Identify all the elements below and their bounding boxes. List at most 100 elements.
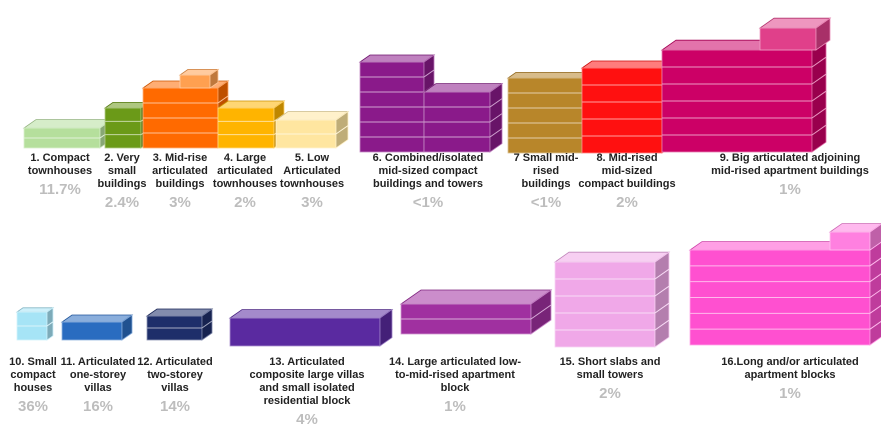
- floor-line: [654, 319, 670, 331]
- building-type: 12. Articulated two-storey villas 14%: [137, 356, 212, 415]
- floor-line: [869, 320, 881, 330]
- type-label: small: [107, 165, 137, 177]
- type-label: villas: [161, 382, 189, 394]
- type-label: 11. Articulated: [60, 356, 136, 368]
- building-front: [507, 77, 583, 154]
- floor-line: [811, 56, 827, 68]
- type-label: articulated: [217, 165, 273, 177]
- building-front: [581, 67, 663, 154]
- type-share: 1%: [779, 385, 801, 402]
- floor-line: [869, 257, 881, 267]
- type-label: buildings: [521, 178, 571, 190]
- floor-line: [811, 107, 827, 119]
- building: [141, 80, 230, 149]
- type-label: 6. Combined/isolated: [372, 152, 484, 164]
- floor-line: [811, 73, 827, 85]
- floor-line: [811, 124, 827, 136]
- type-label: 10. Small: [9, 356, 57, 368]
- building-front: [217, 107, 275, 149]
- building: [660, 39, 828, 153]
- type-label: townhouses: [27, 165, 93, 177]
- type-label: block: [440, 382, 470, 394]
- building-type: 8. Mid-rised mid-sized compact buildings 2%: [578, 152, 675, 211]
- building-top: [228, 309, 394, 319]
- building: [422, 82, 504, 153]
- building: [758, 17, 832, 51]
- type-share: <1%: [412, 194, 444, 211]
- type-label: 15. Short slabs and: [559, 356, 661, 368]
- type-label: two-storey: [147, 369, 203, 381]
- type-label: townhouses: [279, 178, 345, 190]
- type-label: residential block: [263, 395, 351, 407]
- building-top: [553, 251, 671, 263]
- building: [688, 241, 881, 346]
- building-type: 13. Articulated composite large villas and…: [250, 356, 365, 428]
- building-top: [422, 83, 504, 93]
- type-label: mid-sized compact: [378, 165, 478, 177]
- type-share: 2.4%: [104, 194, 140, 211]
- type-label: one-storey: [69, 369, 127, 381]
- building-type: 3. Mid-rise articulated buildings 3%: [152, 152, 208, 211]
- building-front: [104, 107, 142, 149]
- building: [506, 71, 592, 154]
- type-label: 12. Articulated: [137, 356, 213, 368]
- building-front: [229, 317, 381, 347]
- building-top: [216, 100, 286, 109]
- type-label: 4. Large: [223, 152, 267, 164]
- floor-line: [217, 95, 229, 104]
- floor-line: [869, 305, 881, 314]
- type-label: and small isolated: [259, 382, 355, 394]
- type-label: 3. Mid-rise: [152, 152, 208, 164]
- type-share: 16%: [82, 398, 114, 415]
- floor-line: [335, 125, 349, 135]
- type-share: 11.7%: [39, 181, 81, 198]
- type-share: 4%: [296, 411, 318, 428]
- floor-line: [654, 285, 670, 297]
- building-type: 2. Very small buildings 2.4%: [98, 152, 147, 211]
- building: [580, 60, 674, 154]
- building-front: [554, 261, 656, 348]
- building: [22, 118, 114, 149]
- type-share: 3%: [169, 194, 191, 211]
- floor-line: [530, 304, 552, 320]
- building: [15, 307, 55, 341]
- floor-line: [811, 90, 827, 102]
- floor-line: [654, 268, 670, 280]
- type-label: compact: [10, 369, 56, 381]
- type-label: 8. Mid-rised: [596, 152, 658, 164]
- building-type: 9. Big articulated adjoining mid-rised ap…: [711, 152, 869, 198]
- type-label: 9. Big articulated adjoining: [719, 152, 861, 164]
- type-label: 13. Articulated: [269, 356, 345, 368]
- building-type: 1. Compact townhouses 11.7%: [28, 152, 92, 198]
- building-front: [829, 231, 871, 251]
- building: [60, 314, 134, 341]
- floor-line: [423, 69, 435, 78]
- building-top: [399, 289, 553, 305]
- type-share: <1%: [530, 194, 562, 211]
- building-side: [209, 68, 219, 89]
- type-label: 14. Large articulated low-: [388, 356, 522, 368]
- building-top: [358, 54, 436, 63]
- type-share: 36%: [17, 398, 49, 415]
- building: [145, 308, 214, 341]
- type-label: 2. Very: [104, 152, 140, 164]
- type-label: buildings: [97, 178, 147, 190]
- type-label: apartment blocks: [744, 369, 836, 381]
- building-type: 16.Long and/or articulated apartment bloc…: [721, 356, 859, 402]
- type-label: to-mid-rised apartment: [395, 369, 515, 381]
- type-label: 7 Small mid-: [513, 152, 579, 164]
- building: [103, 101, 151, 149]
- building: [828, 223, 881, 251]
- building-type: 14. Large articulated low-to-mid-rised a…: [389, 356, 521, 415]
- type-label: compact buildings: [578, 178, 676, 190]
- type-label: small towers: [576, 369, 644, 381]
- floor-line: [489, 98, 503, 108]
- type-label: 16.Long and/or articulated: [721, 356, 859, 368]
- floor-line: [489, 113, 503, 123]
- building-side: [815, 17, 831, 51]
- building-type: 10. Small compact houses 36%: [9, 356, 57, 415]
- building-top: [22, 119, 114, 129]
- building-type: 4. Large articulated townhouses 2%: [213, 152, 277, 211]
- type-share: 2%: [616, 194, 638, 211]
